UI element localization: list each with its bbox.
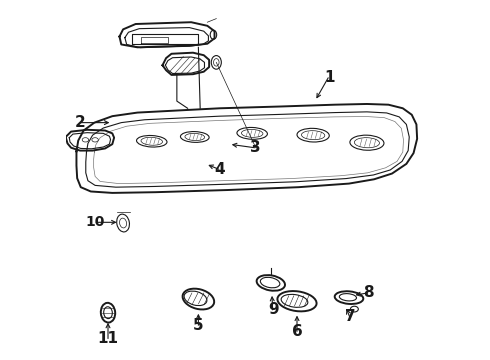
Text: 1: 1 <box>324 70 335 85</box>
Text: 6: 6 <box>292 324 302 339</box>
Text: 9: 9 <box>269 302 279 317</box>
Text: 5: 5 <box>193 318 204 333</box>
Text: 7: 7 <box>345 310 356 324</box>
Text: 3: 3 <box>250 140 261 155</box>
Text: 11: 11 <box>98 331 119 346</box>
Text: 4: 4 <box>215 162 225 177</box>
Text: 2: 2 <box>74 115 85 130</box>
Text: 8: 8 <box>364 285 374 301</box>
Text: 10: 10 <box>85 215 105 229</box>
